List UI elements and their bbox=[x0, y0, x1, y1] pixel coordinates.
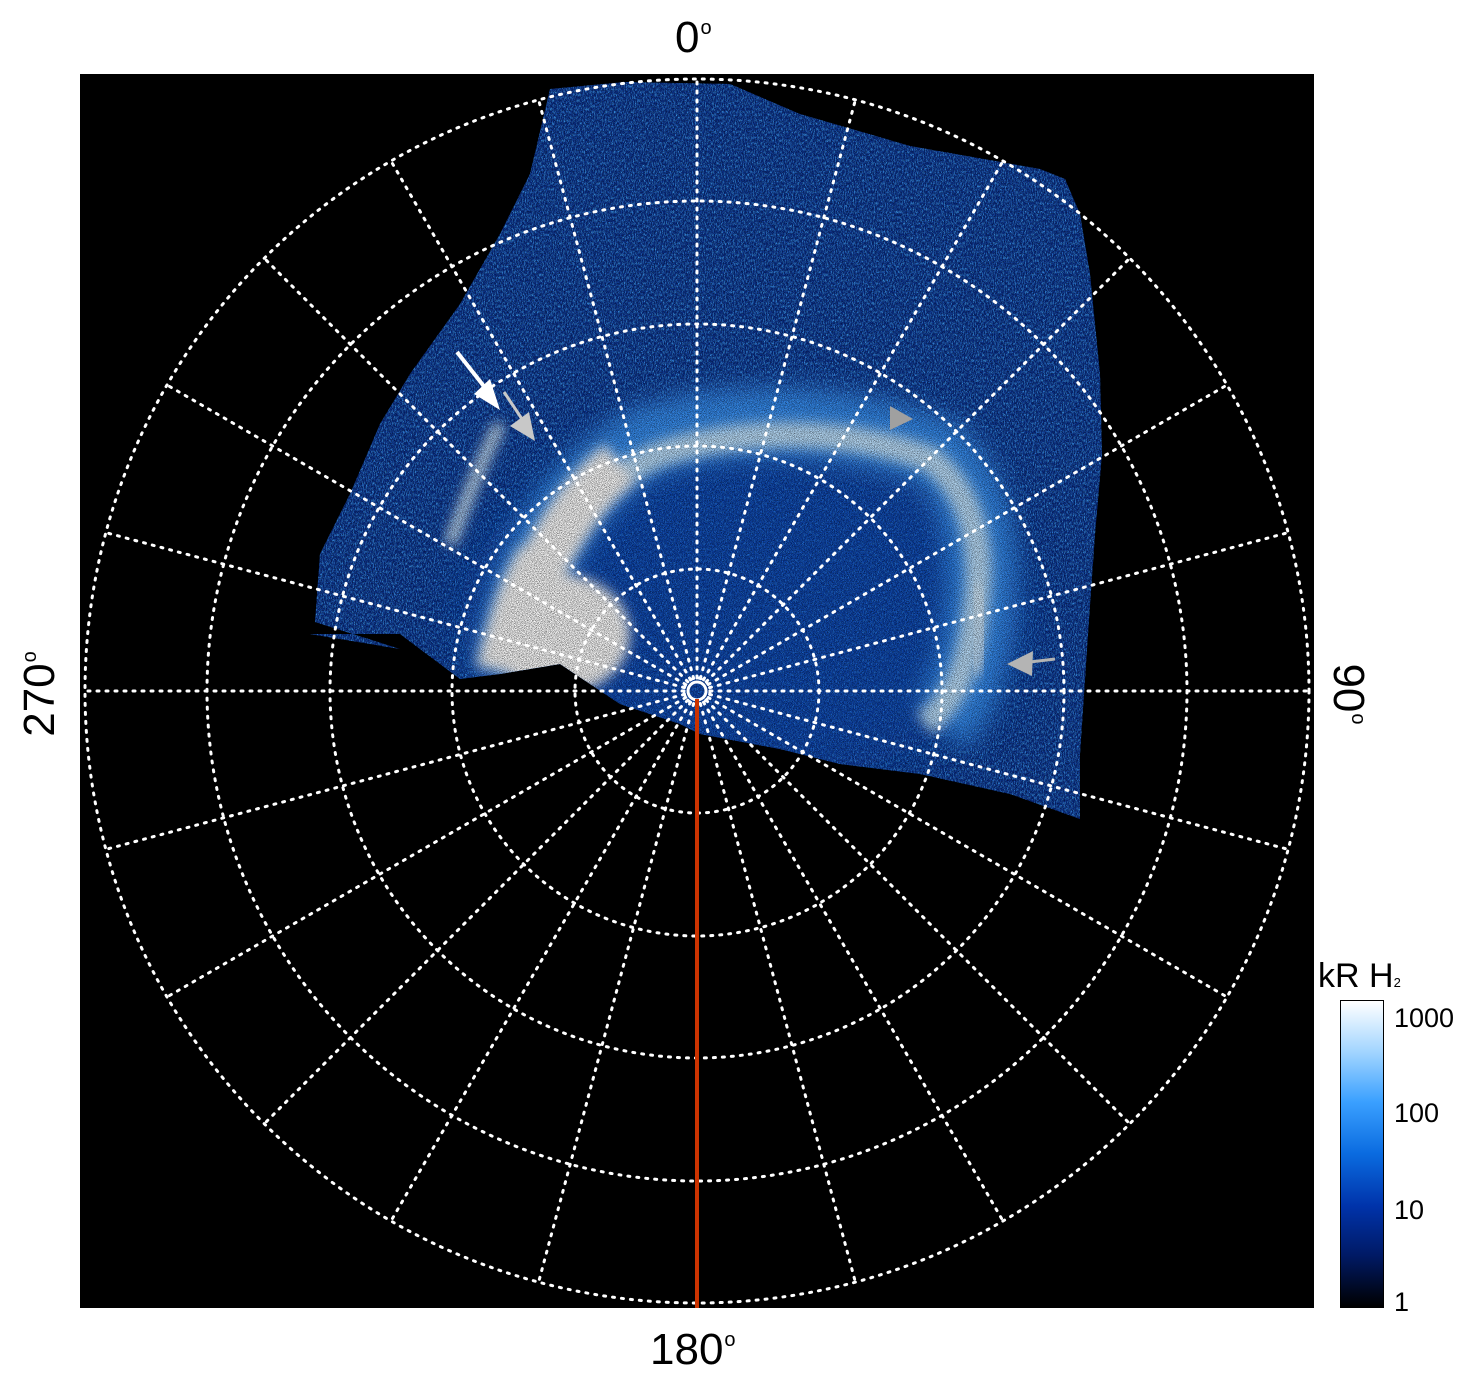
grid-spoke bbox=[537, 98, 696, 680]
colorbar-tick-100: 100 bbox=[1394, 1098, 1440, 1128]
grid-spoke bbox=[704, 256, 1132, 684]
polar-aurora-image bbox=[80, 74, 1314, 1308]
white-arrow bbox=[455, 350, 500, 410]
grey-arrow-right bbox=[1007, 651, 1056, 676]
colorbar-tick-1: 1 bbox=[1394, 1287, 1410, 1317]
grid-spoke bbox=[262, 256, 690, 684]
grid-spoke bbox=[165, 383, 688, 686]
grid-spoke bbox=[262, 698, 690, 1126]
grid-spoke bbox=[702, 700, 1005, 1223]
grid-spoke bbox=[704, 698, 1132, 1126]
grid-spoke bbox=[698, 702, 857, 1284]
grid-spoke bbox=[104, 692, 686, 851]
grid-spoke bbox=[104, 531, 686, 690]
grey-arrowhead-upper-right bbox=[890, 406, 913, 430]
colorbar bbox=[1340, 1000, 1384, 1308]
colorbar-tick-10: 10 bbox=[1394, 1195, 1425, 1225]
grid-spoke bbox=[708, 531, 1290, 690]
grid-spoke bbox=[706, 383, 1229, 686]
grid-spoke bbox=[389, 159, 692, 682]
longitude-grid-spokes bbox=[83, 77, 1311, 1305]
grey-arrow-upper-left bbox=[502, 391, 535, 441]
grid-spoke bbox=[389, 700, 692, 1223]
label-90-deg: 90o bbox=[1324, 663, 1373, 725]
grid-spoke bbox=[165, 696, 688, 999]
grid-spoke bbox=[706, 696, 1229, 999]
colorbar-tick-1000: 1000 bbox=[1394, 1003, 1455, 1033]
label-180-deg: 180o bbox=[650, 1325, 736, 1374]
label-0-deg: 0o bbox=[675, 13, 712, 62]
grid-spoke bbox=[702, 159, 1005, 682]
label-270-deg: 270o bbox=[15, 651, 64, 737]
grid-spoke bbox=[537, 702, 696, 1284]
grid-spoke bbox=[698, 98, 857, 680]
grid-spoke bbox=[708, 692, 1290, 851]
colorbar-title: kR H2 bbox=[1318, 957, 1401, 995]
